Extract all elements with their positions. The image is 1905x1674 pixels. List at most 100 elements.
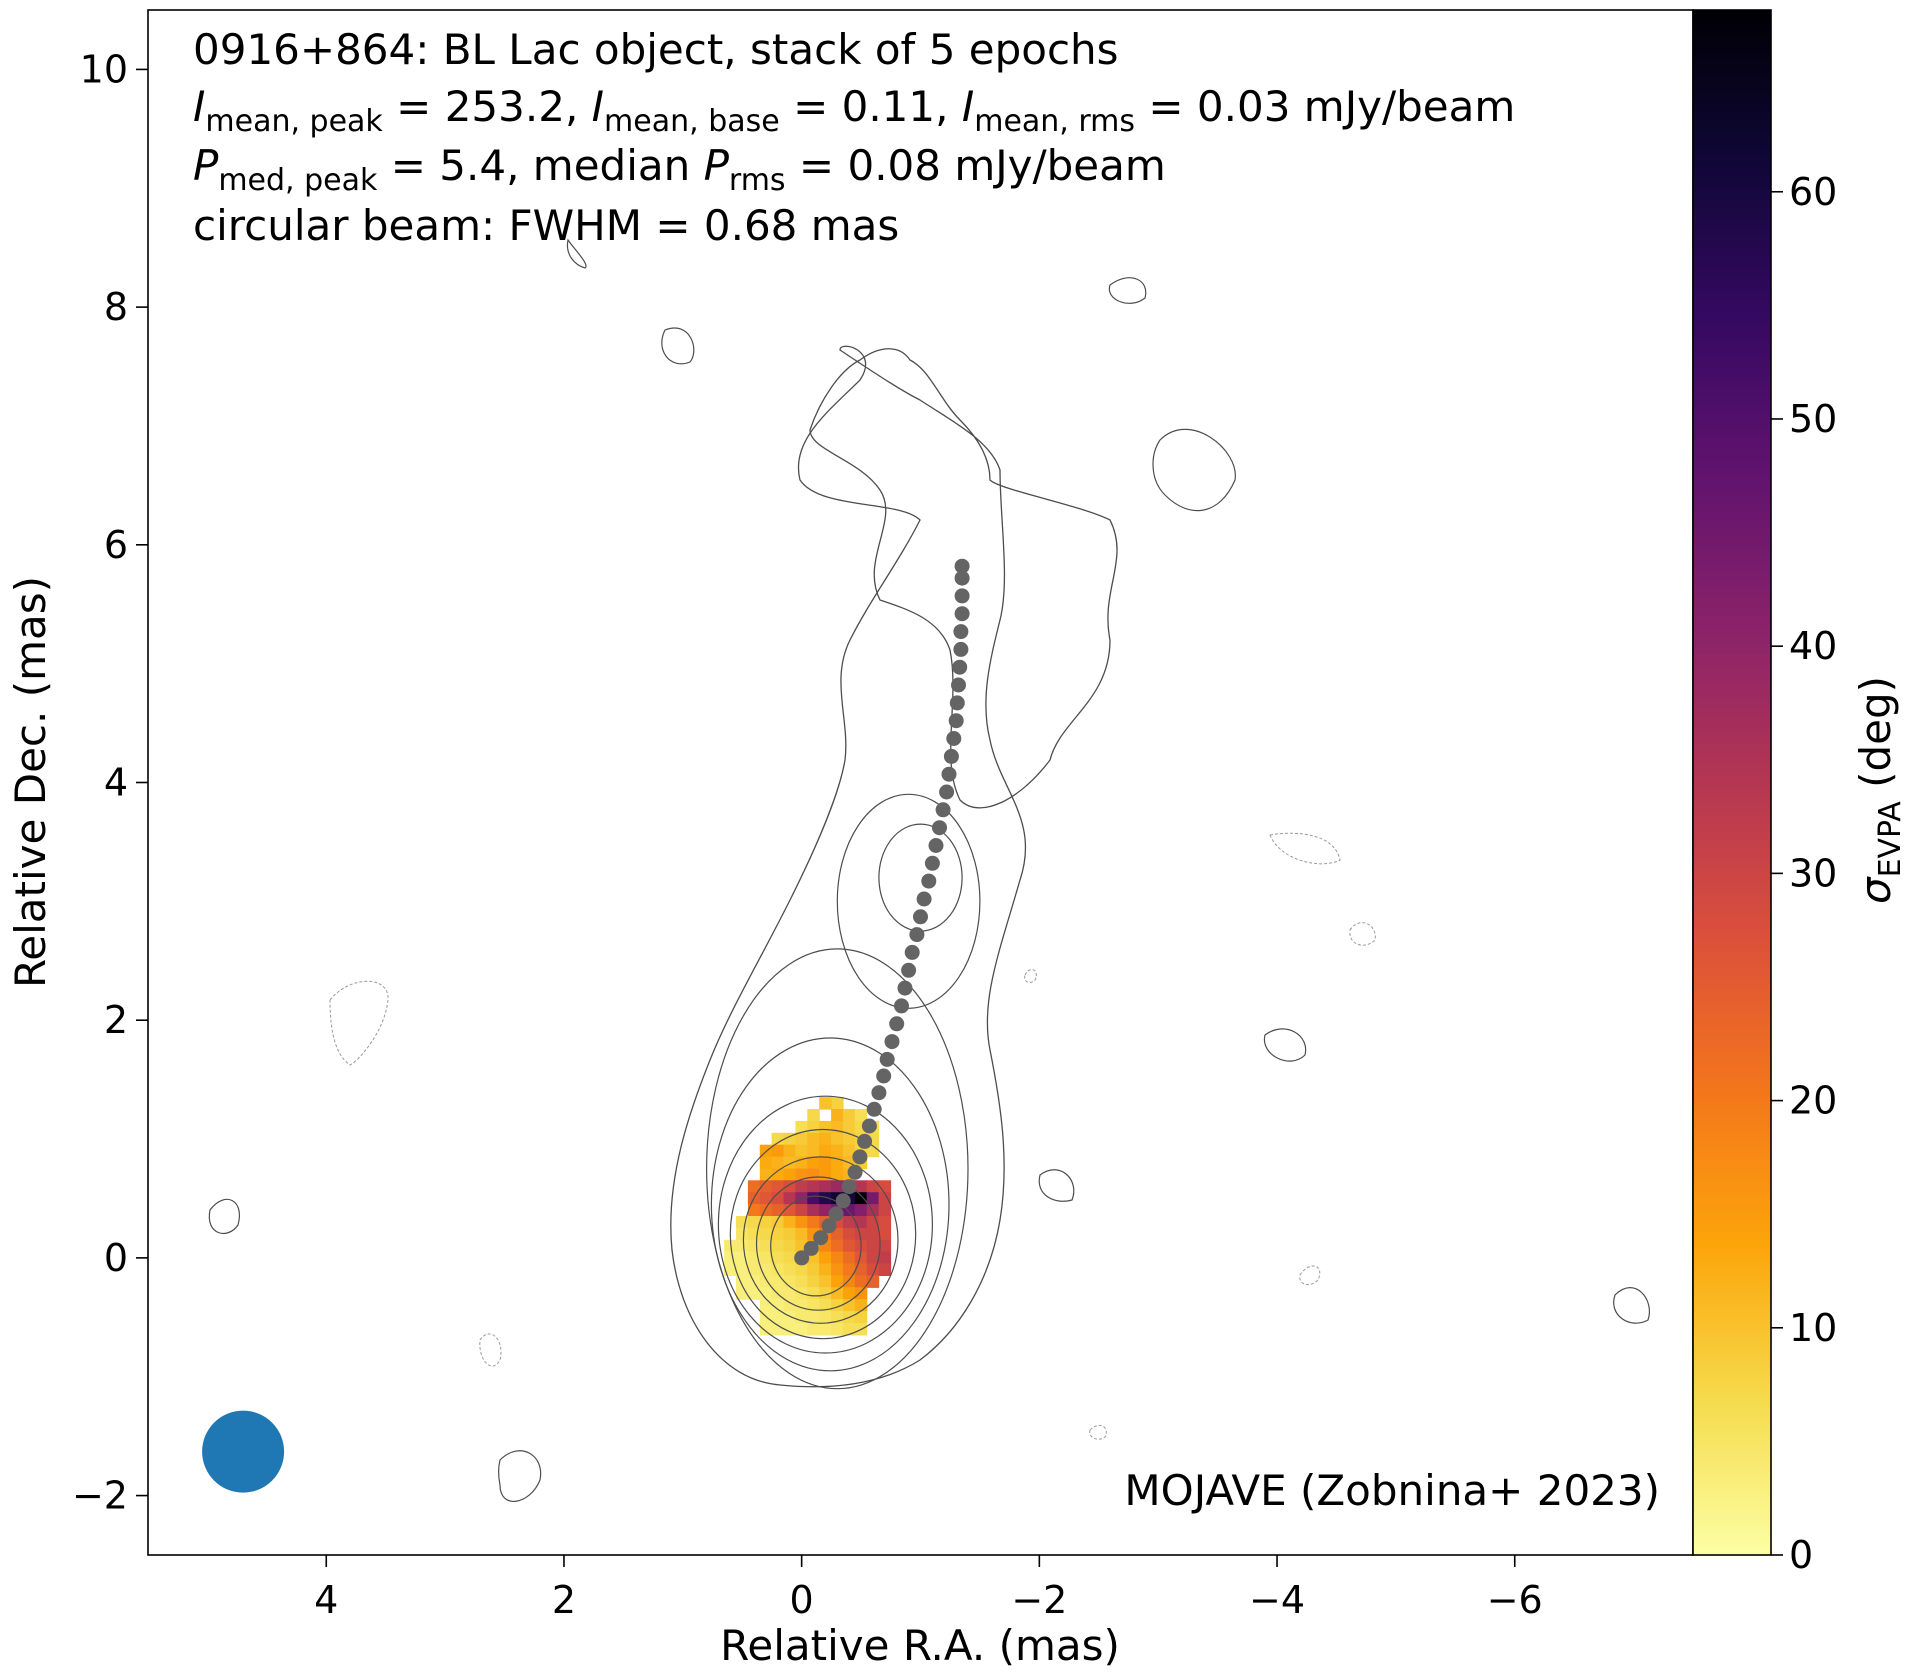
heatmap-pixel xyxy=(878,1263,892,1276)
noise-contours xyxy=(208,238,1650,1502)
ridgeline-point xyxy=(852,1149,868,1165)
heatmap-pixel xyxy=(819,1144,832,1158)
title-line-3: Pmed, peak = 5.4, median Prms = 0.08 mJy… xyxy=(193,141,1166,198)
heatmap-pixel xyxy=(807,1109,820,1122)
ridgeline-point xyxy=(876,1068,892,1084)
heatmap-pixel xyxy=(831,1251,844,1265)
noise-contour-dashed xyxy=(479,1333,502,1367)
ridgeline-point xyxy=(884,1034,900,1050)
contour-level xyxy=(742,1156,899,1324)
heatmap-pixel xyxy=(843,1251,856,1265)
y-tick-label: 4 xyxy=(104,761,128,805)
colorbar-tick-label: 10 xyxy=(1789,1306,1837,1350)
ridgeline-point xyxy=(946,731,962,746)
heatmap-pixel xyxy=(759,1239,773,1253)
heatmap-pixel xyxy=(747,1216,761,1229)
ridgeline-point xyxy=(941,766,957,782)
ridgeline-point xyxy=(828,1206,844,1222)
ridgeline-point xyxy=(857,1133,873,1149)
noise-contour-dashed xyxy=(1299,1265,1321,1286)
heatmap-pixel xyxy=(771,1275,785,1288)
heatmap-pixel xyxy=(795,1144,808,1158)
heatmap-pixel xyxy=(736,1227,749,1241)
ridgeline-point xyxy=(894,998,909,1014)
heatmap-pixel xyxy=(795,1227,808,1241)
heatmap-pixel xyxy=(771,1180,785,1193)
y-tick-label: 6 xyxy=(104,523,128,567)
heatmap-pixel xyxy=(759,1192,773,1205)
colorbar-label-unit: (deg) xyxy=(1851,676,1900,801)
ridgeline-point xyxy=(866,1101,882,1117)
heatmap-pixel xyxy=(878,1227,892,1241)
heatmap-pixel xyxy=(854,1109,868,1122)
heatmap-pixel xyxy=(771,1239,785,1253)
heatmap-pixel xyxy=(807,1299,820,1312)
contour-level xyxy=(705,948,969,1390)
heatmap-pixel xyxy=(807,1132,820,1146)
noise-contour xyxy=(208,1198,240,1234)
heatmap-pixel xyxy=(807,1144,820,1158)
heatmap-pixel xyxy=(854,1192,868,1205)
heatmap-pixel xyxy=(783,1192,796,1205)
heatmap-pixel xyxy=(795,1323,808,1336)
noise-contour-dashed xyxy=(329,980,389,1066)
heatmap-pixel xyxy=(783,1156,796,1170)
ridgeline-point xyxy=(954,606,970,622)
heatmap-pixel xyxy=(831,1132,844,1146)
ridgeline-point xyxy=(921,873,937,889)
heatmap-pixel xyxy=(819,1132,832,1146)
line2-a-symbol: I xyxy=(193,82,205,131)
heatmap-pixel xyxy=(807,1204,820,1217)
heatmap-pixel xyxy=(759,1227,773,1241)
heatmap-pixel xyxy=(759,1299,773,1312)
heatmap-pixel xyxy=(783,1132,796,1146)
heatmap-pixel xyxy=(747,1180,761,1193)
contour-level xyxy=(717,1095,934,1354)
heatmap-pixel xyxy=(819,1192,832,1205)
heatmap-pixel xyxy=(819,1168,832,1181)
heatmap-pixel xyxy=(783,1299,796,1312)
y-axis-ticks: −2 0 2 4 6 8 10 xyxy=(72,47,148,1518)
ridgeline-point xyxy=(909,927,925,943)
heatmap-pixel xyxy=(878,1204,892,1217)
colorbar-tick-label: 40 xyxy=(1789,624,1837,668)
ridgeline-point xyxy=(928,838,944,853)
colorbar-label-symbol: σ xyxy=(1851,876,1900,904)
line3-a-value: = 5.4, median xyxy=(377,141,703,190)
x-tick-label: −4 xyxy=(1249,1578,1305,1622)
heatmap-pixel xyxy=(819,1120,832,1134)
heatmap-pixel xyxy=(843,1227,856,1241)
y-tick-label: 8 xyxy=(104,285,128,329)
ridgeline-point xyxy=(913,909,928,925)
noise-contour xyxy=(497,1450,542,1502)
contour-level xyxy=(755,1176,881,1311)
contour-level xyxy=(710,1037,950,1372)
colorbar-label: σEVPA (deg) xyxy=(1851,676,1905,904)
heatmap-pixel xyxy=(831,1109,844,1122)
heatmap-pixel xyxy=(783,1251,796,1265)
colorbar-tick-label: 50 xyxy=(1789,397,1837,441)
heatmap-pixel xyxy=(854,1180,868,1193)
heatmap-pixel xyxy=(771,1204,785,1217)
ridgeline-point xyxy=(813,1230,829,1246)
heatmap-pixel xyxy=(807,1216,820,1229)
heatmap-pixel xyxy=(783,1239,796,1253)
noise-contour-dashed xyxy=(1349,922,1376,946)
ridgeline-point xyxy=(889,1016,905,1032)
heatmap-pixel xyxy=(843,1263,856,1276)
heatmap-pixel xyxy=(747,1227,761,1241)
heatmap-pixel xyxy=(759,1204,773,1217)
heatmap-pixel xyxy=(795,1204,808,1217)
heatmap-pixel xyxy=(878,1251,892,1265)
heatmap-pixel xyxy=(795,1299,808,1312)
colorbar-tick-label: 0 xyxy=(1789,1533,1813,1577)
heatmap-pixel xyxy=(843,1109,856,1122)
heatmap-pixel xyxy=(843,1239,856,1253)
title-line-1: 0916+864: BL Lac object, stack of 5 epoc… xyxy=(193,25,1119,74)
contour-level xyxy=(729,1128,917,1340)
heatmap-pixel xyxy=(771,1156,785,1170)
heatmap-pixel xyxy=(771,1168,785,1181)
beam-ellipse xyxy=(202,1410,285,1493)
contour-level xyxy=(770,1195,862,1297)
heatmap-pixel xyxy=(831,1275,844,1288)
